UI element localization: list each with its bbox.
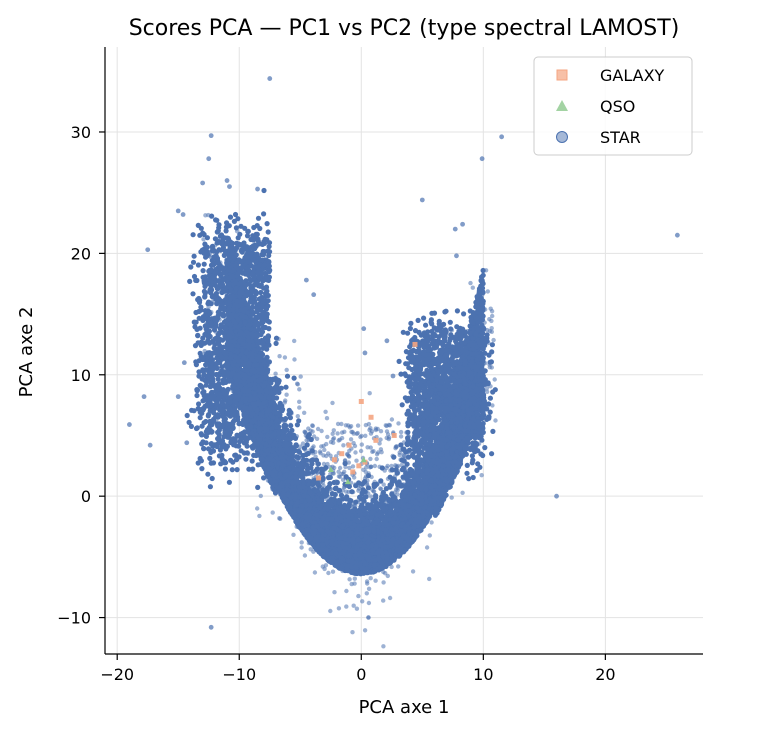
plot-area [127, 76, 680, 649]
star-point [291, 375, 297, 381]
star-point [294, 422, 300, 428]
star-point [273, 340, 279, 346]
star-point [296, 418, 302, 424]
chart-title: Scores PCA — PC1 vs PC2 (type spectral L… [129, 16, 680, 41]
